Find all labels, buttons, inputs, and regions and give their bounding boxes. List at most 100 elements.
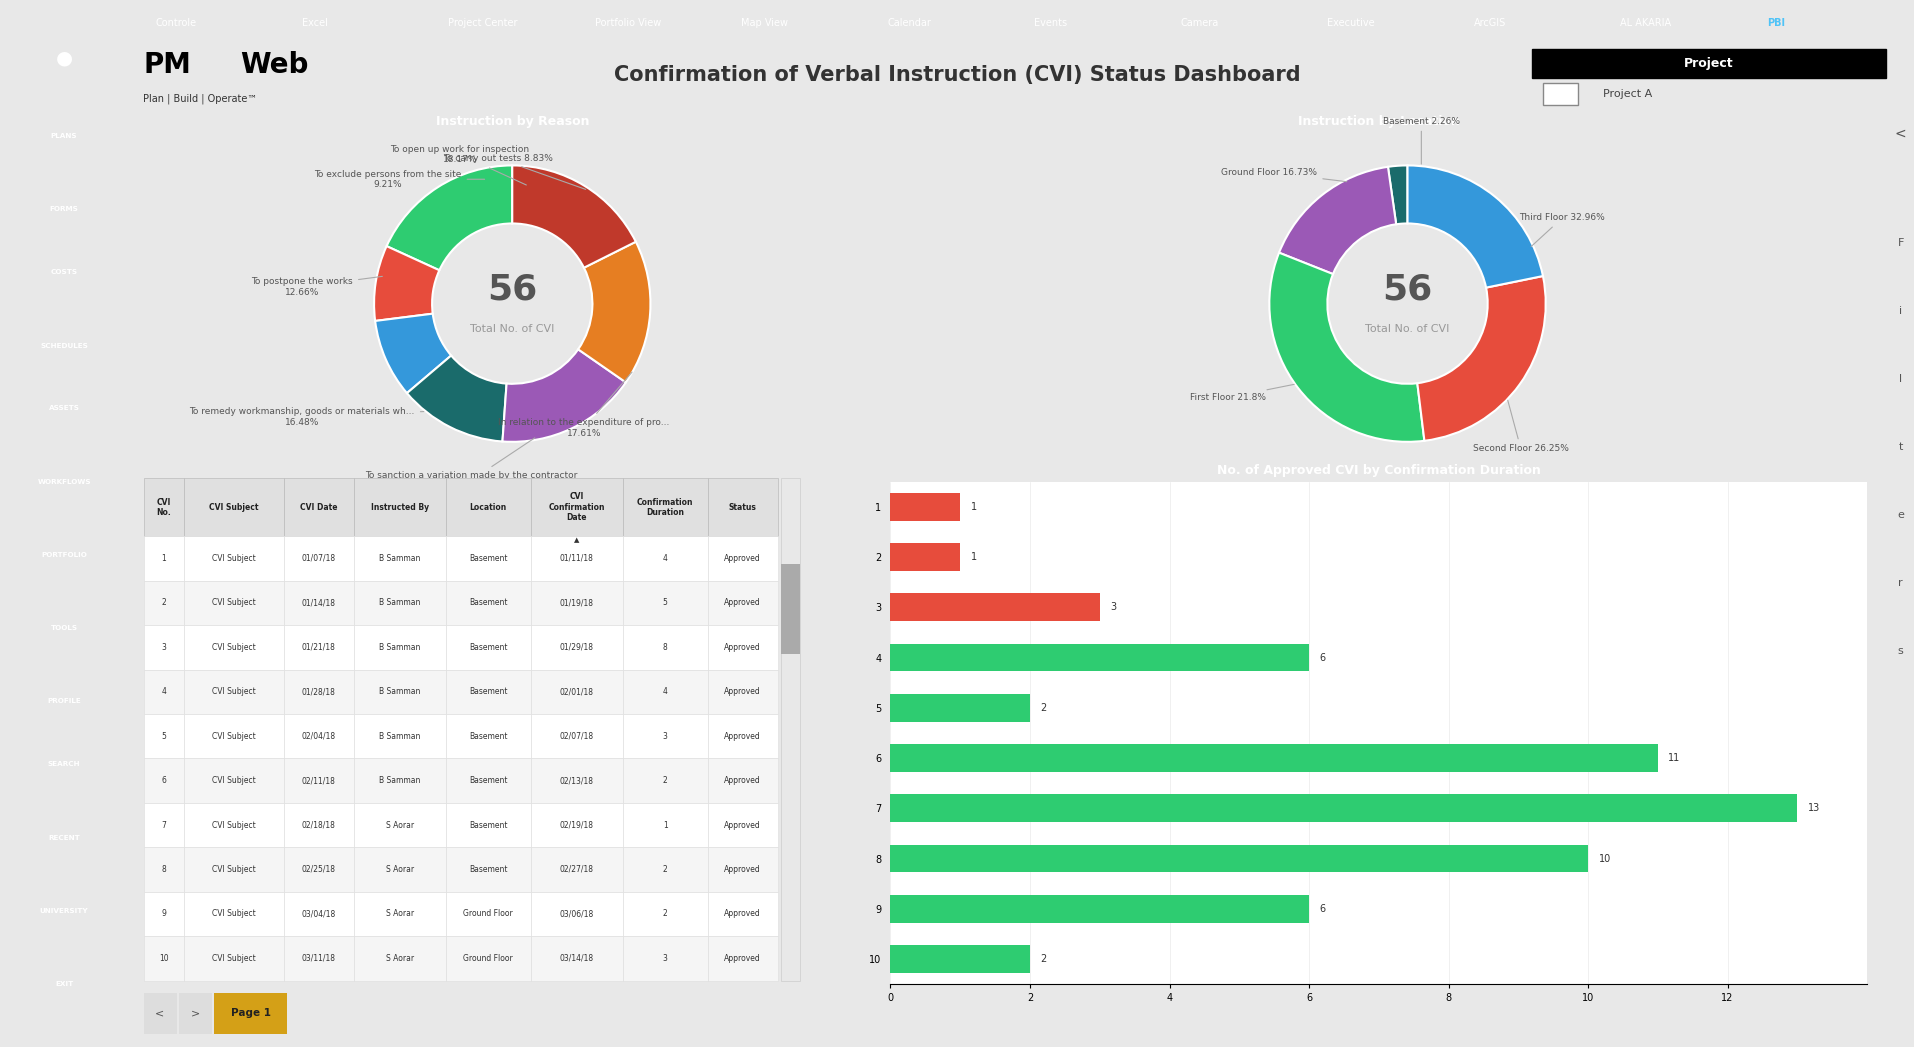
Bar — [144, 669, 184, 714]
Text: 02/04/18: 02/04/18 — [302, 732, 335, 740]
Text: Page 1: Page 1 — [230, 1008, 270, 1019]
Text: Web: Web — [239, 50, 308, 79]
Text: 3: 3 — [1110, 602, 1116, 612]
Text: 3: 3 — [662, 732, 668, 740]
Text: 11: 11 — [1667, 753, 1680, 763]
Bar — [530, 669, 622, 714]
Text: S Aorar: S Aorar — [385, 821, 413, 829]
Text: CVI Subject: CVI Subject — [212, 910, 256, 918]
Wedge shape — [1416, 276, 1545, 441]
Text: 2: 2 — [662, 865, 668, 874]
Text: 01/14/18: 01/14/18 — [302, 599, 335, 607]
Text: Camera: Camera — [1181, 18, 1219, 27]
Text: 2: 2 — [662, 776, 668, 785]
Text: Ground Floor 16.73%: Ground Floor 16.73% — [1221, 168, 1346, 182]
Text: S Aorar: S Aorar — [385, 910, 413, 918]
Bar — [890, 744, 1658, 772]
Text: 4: 4 — [662, 687, 668, 696]
Bar — [890, 795, 1797, 822]
Text: 02/25/18: 02/25/18 — [302, 865, 335, 874]
Bar — [890, 644, 1309, 671]
Wedge shape — [387, 165, 513, 270]
Bar — [622, 478, 708, 536]
Bar — [354, 847, 446, 892]
Bar — [144, 478, 184, 536]
Text: Project Center: Project Center — [448, 18, 517, 27]
Bar — [283, 936, 354, 981]
Text: In relation to the expenditure of pro...
17.61%: In relation to the expenditure of pro...… — [498, 372, 670, 438]
Text: 4: 4 — [161, 687, 167, 696]
Bar — [530, 536, 622, 581]
Text: Basement: Basement — [469, 687, 507, 696]
Text: 2: 2 — [1039, 954, 1047, 964]
Bar — [890, 845, 1587, 872]
Bar — [144, 936, 184, 981]
Bar — [214, 993, 287, 1034]
Text: 01/21/18: 01/21/18 — [302, 643, 335, 652]
Bar — [708, 936, 777, 981]
Bar — [184, 478, 283, 536]
Bar — [354, 669, 446, 714]
Bar — [781, 564, 800, 654]
Text: 5: 5 — [161, 732, 167, 740]
Bar — [708, 847, 777, 892]
Text: SCHEDULES: SCHEDULES — [40, 342, 88, 349]
Text: FORMS: FORMS — [50, 206, 78, 213]
Bar — [708, 536, 777, 581]
Text: r: r — [1897, 578, 1903, 588]
Text: SEARCH: SEARCH — [48, 761, 80, 767]
Bar — [1543, 83, 1577, 105]
Text: 01/19/18: 01/19/18 — [559, 599, 593, 607]
Text: Approved: Approved — [723, 910, 760, 918]
Text: CVI Subject: CVI Subject — [209, 503, 258, 512]
Text: 6: 6 — [1319, 904, 1324, 914]
Bar — [890, 694, 1030, 721]
Text: AL AKARIA: AL AKARIA — [1619, 18, 1671, 27]
Bar — [708, 758, 777, 803]
Bar — [184, 803, 283, 847]
Bar — [144, 847, 184, 892]
Text: Approved: Approved — [723, 821, 760, 829]
Text: Status: Status — [729, 503, 756, 512]
Bar — [283, 581, 354, 625]
Bar — [708, 478, 777, 536]
Bar — [622, 669, 708, 714]
Bar — [144, 758, 184, 803]
Text: PLANS: PLANS — [52, 133, 77, 139]
Text: Third Floor 32.96%: Third Floor 32.96% — [1518, 214, 1604, 246]
Text: To open up work for inspection
18.17%: To open up work for inspection 18.17% — [390, 144, 528, 185]
Bar — [144, 581, 184, 625]
Bar — [446, 581, 530, 625]
Bar — [354, 714, 446, 758]
Bar — [530, 478, 622, 536]
Text: B Samman: B Samman — [379, 554, 421, 563]
Text: ASSETS: ASSETS — [48, 405, 80, 411]
Bar — [890, 543, 959, 571]
Text: CVI Subject: CVI Subject — [212, 554, 256, 563]
Text: CVI Date: CVI Date — [300, 503, 337, 512]
Bar — [283, 478, 354, 536]
Text: Portfolio View: Portfolio View — [595, 18, 660, 27]
Text: Events: Events — [1034, 18, 1066, 27]
Text: Total No. of CVI: Total No. of CVI — [469, 324, 555, 334]
Bar — [530, 892, 622, 936]
Bar — [283, 803, 354, 847]
Text: Basement: Basement — [469, 776, 507, 785]
Text: 01/11/18: 01/11/18 — [559, 554, 593, 563]
Bar — [446, 758, 530, 803]
Bar — [354, 892, 446, 936]
Bar — [184, 714, 283, 758]
Bar — [283, 892, 354, 936]
Wedge shape — [578, 242, 651, 382]
Bar — [781, 478, 800, 981]
Text: EXIT: EXIT — [56, 981, 73, 987]
Text: 02/18/18: 02/18/18 — [302, 821, 335, 829]
Text: To sanction a variation made by the contractor
17.04%: To sanction a variation made by the cont… — [364, 438, 576, 490]
Text: Approved: Approved — [723, 643, 760, 652]
Text: e: e — [1897, 510, 1903, 520]
Text: Approved: Approved — [723, 732, 760, 740]
Bar — [283, 714, 354, 758]
Text: Second Floor 26.25%: Second Floor 26.25% — [1472, 400, 1568, 453]
Bar — [144, 993, 176, 1034]
Text: 2: 2 — [1039, 703, 1047, 713]
